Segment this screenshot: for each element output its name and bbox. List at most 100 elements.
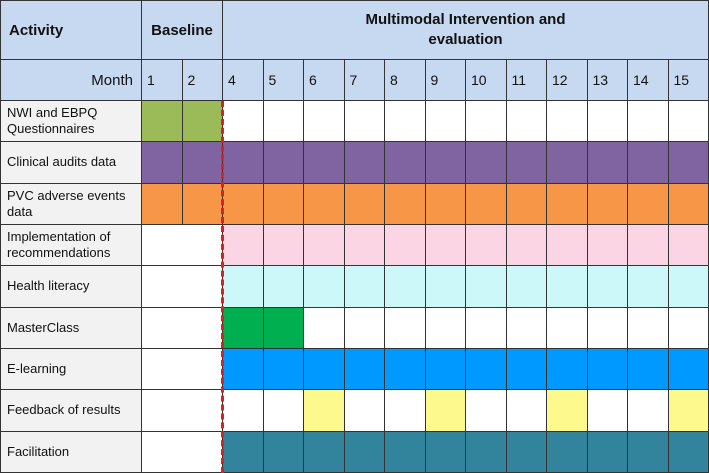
schedule-cell (668, 349, 709, 391)
schedule-cell (182, 307, 223, 349)
activity-label: E-learning (0, 349, 142, 391)
schedule-cell (506, 225, 547, 267)
schedule-cell (628, 225, 669, 267)
schedule-cell (506, 101, 547, 143)
month-header: 9 (425, 60, 466, 101)
schedule-cell (628, 101, 669, 143)
schedule-cell (506, 183, 547, 225)
schedule-cell (182, 101, 223, 143)
schedule-cell (466, 183, 507, 225)
schedule-cell (466, 307, 507, 349)
schedule-cell (628, 266, 669, 308)
activity-label: Clinical audits data (0, 142, 142, 184)
schedule-cell (223, 142, 264, 184)
intervention-header: Multimodal Intervention and evaluation (365, 11, 566, 48)
month-label: Month (0, 60, 142, 101)
schedule-cell (466, 431, 507, 473)
schedule-cell (587, 431, 628, 473)
schedule-cell (506, 390, 547, 432)
month-header: 7 (344, 60, 385, 101)
month-header: 12 (547, 60, 588, 101)
schedule-cell (385, 266, 426, 308)
schedule-cell (587, 225, 628, 267)
schedule-cell (263, 183, 304, 225)
schedule-cell (668, 390, 709, 432)
schedule-cell (385, 390, 426, 432)
schedule-cell (263, 349, 304, 391)
schedule-cell (182, 390, 223, 432)
schedule-cell (668, 307, 709, 349)
schedule-cell (587, 349, 628, 391)
schedule-cell (547, 307, 588, 349)
schedule-cell (223, 101, 264, 143)
schedule-cell (628, 349, 669, 391)
schedule-cell (182, 349, 223, 391)
schedule-cell (668, 183, 709, 225)
schedule-cell (344, 225, 385, 267)
intervention-header-cell: Multimodal Intervention and evaluation (223, 0, 709, 60)
schedule-cell (628, 390, 669, 432)
schedule-cell (344, 390, 385, 432)
schedule-cell (263, 266, 304, 308)
schedule-cell (587, 266, 628, 308)
schedule-cell (668, 225, 709, 267)
month-header: 1 (142, 60, 183, 101)
schedule-cell (547, 349, 588, 391)
schedule-cell (182, 266, 223, 308)
month-header: 5 (263, 60, 304, 101)
activity-label: Facilitation (0, 431, 142, 473)
schedule-cell (547, 142, 588, 184)
schedule-cell (587, 142, 628, 184)
schedule-cell (263, 225, 304, 267)
schedule-cell (142, 225, 183, 267)
month-header: 14 (628, 60, 669, 101)
schedule-cell (547, 101, 588, 143)
schedule-cell (304, 390, 345, 432)
schedule-cell (628, 142, 669, 184)
schedule-cell (385, 431, 426, 473)
schedule-cell (142, 101, 183, 143)
schedule-cell (385, 101, 426, 143)
schedule-cell (587, 183, 628, 225)
schedule-cell (547, 183, 588, 225)
schedule-cell (344, 183, 385, 225)
schedule-cell (344, 349, 385, 391)
schedule-cell (223, 431, 264, 473)
schedule-cell (344, 101, 385, 143)
schedule-cell (506, 431, 547, 473)
schedule-cell (263, 307, 304, 349)
schedule-cell (628, 431, 669, 473)
schedule-cell (466, 101, 507, 143)
schedule-cell (425, 266, 466, 308)
schedule-cell (668, 142, 709, 184)
month-header: 6 (304, 60, 345, 101)
schedule-cell (547, 431, 588, 473)
month-header: 10 (466, 60, 507, 101)
schedule-cell (385, 183, 426, 225)
schedule-cell (223, 183, 264, 225)
schedule-cell (304, 142, 345, 184)
schedule-cell (425, 431, 466, 473)
schedule-cell (466, 266, 507, 308)
schedule-cell (142, 183, 183, 225)
schedule-cell (506, 349, 547, 391)
activity-label: NWI and EBPQ Questionnaires (0, 101, 142, 143)
schedule-cell (344, 266, 385, 308)
schedule-cell (425, 142, 466, 184)
schedule-cell (668, 266, 709, 308)
schedule-cell (263, 431, 304, 473)
month-header: 2 (182, 60, 223, 101)
schedule-cell (263, 101, 304, 143)
schedule-cell (385, 225, 426, 267)
month-header: 13 (587, 60, 628, 101)
activity-label: MasterClass (0, 307, 142, 349)
baseline-header: Baseline (142, 0, 223, 60)
schedule-cell (223, 390, 264, 432)
schedule-cell (304, 307, 345, 349)
schedule-cell (263, 390, 304, 432)
month-header: 4 (223, 60, 264, 101)
schedule-cell (587, 101, 628, 143)
schedule-cell (425, 101, 466, 143)
schedule-cell (506, 266, 547, 308)
schedule-cell (142, 349, 183, 391)
